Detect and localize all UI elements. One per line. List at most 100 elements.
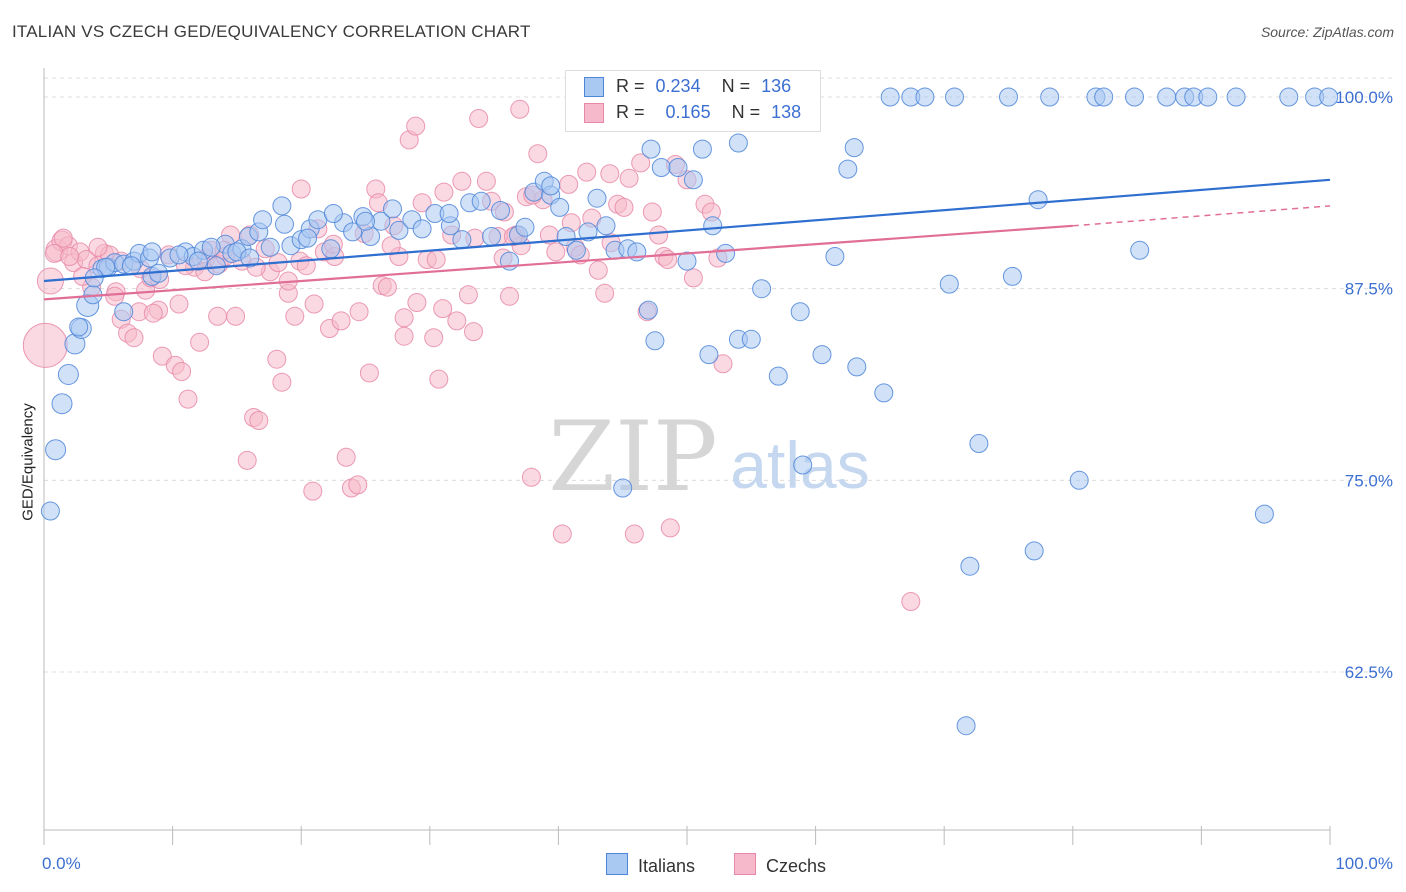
y-tick-label: 62.5% xyxy=(1345,663,1393,682)
italian-point xyxy=(825,247,845,266)
italian-point xyxy=(1198,87,1218,107)
italian-point xyxy=(874,383,894,403)
italian-point xyxy=(201,237,221,257)
czechs-trend-line xyxy=(43,224,1073,301)
italian-point xyxy=(1028,190,1048,210)
italian-point xyxy=(550,197,570,217)
italian-point xyxy=(321,239,341,259)
trend-lines xyxy=(43,178,1331,301)
italian-point xyxy=(683,170,703,190)
y-tick-label: 75.0% xyxy=(1345,471,1393,490)
italian-point xyxy=(439,204,459,223)
italian-point xyxy=(298,228,318,248)
italian-point xyxy=(844,138,864,158)
italian-point xyxy=(969,434,989,453)
czech-point xyxy=(631,153,651,173)
italian-point xyxy=(1226,87,1246,107)
italian-point xyxy=(471,191,491,211)
italian-point xyxy=(240,248,260,268)
italian-point xyxy=(541,176,561,196)
legend-n-label: N = xyxy=(731,102,761,122)
czech-point xyxy=(88,237,108,257)
czech-point xyxy=(348,475,368,495)
czech-point xyxy=(577,162,597,182)
italians-legend-label: Italians xyxy=(638,856,696,876)
italians-legend-swatch xyxy=(606,853,628,875)
czech-point xyxy=(152,346,172,366)
chart-title: ITALIAN VS CZECH GED/EQUIVALENCY CORRELA… xyxy=(12,22,531,41)
czech-point xyxy=(172,362,192,381)
czech-point xyxy=(433,299,453,319)
italian-point xyxy=(1157,87,1177,107)
stats-legend: R = 0.234 N = 136 R = 0.165 N = 138 xyxy=(565,70,821,132)
italian-point xyxy=(121,256,141,276)
czech-point xyxy=(394,326,414,346)
italian-point xyxy=(482,227,501,246)
czech-point xyxy=(53,228,73,248)
legend-r-label: R = xyxy=(616,76,645,96)
watermark-zip: ZIP xyxy=(548,401,717,513)
italian-point xyxy=(960,556,980,576)
czech-point xyxy=(452,171,472,191)
italian-point xyxy=(641,139,661,159)
czech-point xyxy=(22,322,68,368)
grid-lines xyxy=(44,77,1395,673)
czech-point xyxy=(226,306,246,326)
x-tick-label-max: 100.0% xyxy=(1335,854,1393,873)
czechs-r-value: 0.165 xyxy=(665,102,711,122)
czech-point xyxy=(447,311,467,331)
czech-point xyxy=(285,306,305,326)
czech-point xyxy=(407,293,427,312)
czech-point xyxy=(642,202,662,222)
italian-point xyxy=(169,245,189,265)
italian-point xyxy=(57,364,79,385)
italian-point xyxy=(1125,87,1144,107)
czech-point xyxy=(619,168,639,188)
czech-point xyxy=(377,277,397,297)
czech-point xyxy=(559,174,579,194)
czech-point xyxy=(349,302,369,322)
legend-n-label: N = xyxy=(721,76,751,96)
italian-point xyxy=(1254,504,1274,524)
czech-point xyxy=(304,294,324,314)
czech-point xyxy=(429,369,449,389)
italian-point xyxy=(651,158,671,177)
x-tick-label-min: 0.0% xyxy=(42,854,81,873)
italian-point xyxy=(596,216,616,236)
italian-point xyxy=(323,204,343,223)
italian-point xyxy=(389,220,409,240)
italian-point xyxy=(260,237,280,257)
czech-point xyxy=(458,285,478,305)
italian-point xyxy=(69,317,89,337)
italians-swatch xyxy=(584,77,604,98)
italian-point xyxy=(1279,87,1299,107)
czech-point xyxy=(412,193,432,213)
czech-point xyxy=(600,164,620,184)
czech-point xyxy=(291,179,311,199)
czech-point xyxy=(521,467,541,487)
italian-point xyxy=(692,139,712,159)
italian-point xyxy=(790,302,810,322)
czech-point xyxy=(464,322,483,342)
czech-point xyxy=(267,349,287,369)
italian-point xyxy=(812,345,832,365)
italian-point xyxy=(741,329,761,349)
italian-point xyxy=(206,256,226,276)
czech-point xyxy=(469,109,489,128)
italian-point xyxy=(383,199,402,219)
italian-point xyxy=(677,251,697,271)
y-tick-label: 87.5% xyxy=(1345,280,1393,299)
italian-point xyxy=(999,87,1018,107)
italian-point xyxy=(703,216,723,236)
legend-row-italians: R = 0.234 N = 136 xyxy=(584,76,791,100)
czech-point xyxy=(614,197,634,217)
italian-point xyxy=(716,243,736,263)
czechs-legend-label: Czechs xyxy=(766,856,827,876)
czech-point xyxy=(649,225,669,245)
italian-point xyxy=(356,211,375,231)
legend-row-czechs: R = 0.165 N = 138 xyxy=(584,102,801,126)
italian-point xyxy=(699,345,719,365)
italians-trend-line xyxy=(43,178,1331,283)
czechs-swatch xyxy=(584,103,604,124)
